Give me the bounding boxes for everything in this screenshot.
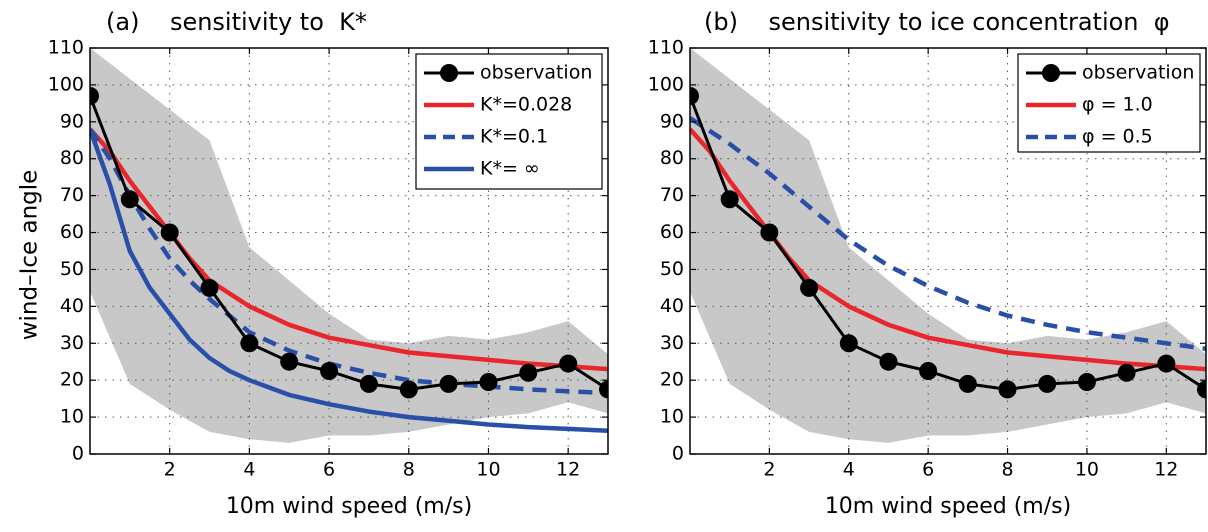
panel-b-observation-point [1117, 363, 1136, 382]
shared-y-axis-label: wind–Ice angle [17, 170, 43, 341]
panel-a-y-tick-label: 70 [60, 184, 84, 206]
panel-a-y-tick-label: 80 [60, 147, 84, 169]
panel-b-series-line-2 [690, 116, 1206, 352]
panel-a-observation-point [160, 223, 179, 242]
panel-a-x-tick-label: 4 [243, 459, 255, 481]
panel-a-observation-point [280, 352, 299, 371]
panel-b-observation-point [760, 223, 779, 242]
panel-b-y-tick-label: 110 [648, 37, 684, 59]
panel-b-x-tick-label: 4 [843, 459, 855, 481]
panel-b-y-tick-label: 70 [660, 184, 684, 206]
panel-a-series-line-2 [90, 127, 608, 396]
panel-b: 2 4 6 8 10 12 0 10 20 30 40 50 60 70 80 90 100 110 (b) sen… [648, 8, 1207, 519]
panel-b-x-tick-label: 12 [1154, 459, 1178, 481]
panel-a-observation-point [240, 334, 259, 353]
panel-b-observation-point [720, 190, 739, 209]
panel-a-y-tick-label: 40 [60, 295, 84, 317]
panel-a-observation-point [320, 362, 339, 380]
panel-b-x-tick-label: 8 [1001, 459, 1013, 481]
panel-b-x-tick-label: 10 [1075, 459, 1099, 481]
panel-b-y-tick-label: 60 [660, 221, 684, 243]
panel-a: 2 4 6 8 10 12 0 10 20 30 40 50 60 70 80 90 100 110 (a) sen… [48, 8, 609, 519]
panel-a-y-tick-label: 20 [60, 369, 84, 391]
panel-b-observation-point [1197, 380, 1206, 399]
panel-b-observation-point [958, 374, 977, 393]
panel-a-legend-label-3: K*= ∞ [480, 158, 540, 180]
panel-a-y-tick-label: 30 [60, 332, 84, 354]
panel-b-observation-point [879, 352, 898, 371]
panel-b-observation-point [690, 87, 699, 105]
panel-b-y-tick-label: 20 [660, 369, 684, 391]
panel-b-observation-point [1157, 354, 1176, 373]
panel-a-observation-point [439, 374, 458, 393]
panel-b-title: (b) sensitivity to ice concentration φ [704, 8, 1170, 36]
panel-a-legend-label-1: K*=0.028 [480, 94, 572, 116]
panel-b-observation-point [919, 362, 938, 380]
panel-b-y-tick-label: 40 [660, 295, 684, 317]
panel-a-y-tick-label: 60 [60, 221, 84, 243]
panel-a-y-tick-label: 90 [60, 110, 84, 132]
panel-a-observation-point [519, 363, 538, 382]
panel-b-observation-point [1077, 373, 1096, 391]
panel-b-legend-label-2: φ = 0.5 [1082, 126, 1153, 148]
panel-a-x-tick-label: 10 [476, 459, 500, 481]
panel-a-x-tick-label: 12 [556, 459, 580, 481]
panel-b-legend-label-1: φ = 1.0 [1082, 94, 1153, 116]
panel-a-legend-label-0: observation [480, 62, 592, 84]
panel-b-observation-point [800, 278, 819, 297]
panel-a-observation-point [559, 354, 578, 373]
panel-a-observation-point [599, 380, 608, 399]
panel-a-observation-point [359, 374, 378, 393]
panel-a-observation-point [399, 380, 418, 399]
panel-a-legend-marker [440, 64, 458, 82]
panel-a-y-tick-label: 50 [60, 258, 84, 280]
panel-a-axes-box [89, 47, 609, 455]
panel-b-observation-point [1038, 374, 1057, 393]
panel-b-y-tick-label: 10 [660, 406, 684, 428]
panel-a-y-tick-label: 110 [48, 37, 84, 59]
panel-a-series-line-3 [90, 128, 608, 433]
panel-a-spread-band [90, 48, 608, 443]
panel-b-spread-band [690, 48, 1206, 443]
panel-b-axes-box [689, 47, 1207, 455]
panel-b-observation-point [998, 380, 1017, 399]
panel-b-x-tick-label: 2 [763, 459, 775, 481]
panel-a-x-tick-label: 2 [164, 459, 176, 481]
panel-b-legend: observation φ = 1.0 φ = 0.5 [1017, 53, 1201, 153]
panel-b-series-group [690, 87, 1206, 399]
panel-a-observation-point [90, 87, 99, 105]
panel-a-y-tick-label: 100 [48, 73, 84, 95]
panel-a-x-tick-label: 8 [403, 459, 415, 481]
panel-b-legend-label-0: observation [1082, 62, 1194, 84]
panel-a-y-tick-label: 0 [72, 443, 84, 465]
panel-b-legend-marker [1042, 64, 1060, 82]
panel-b-y-tick-label: 100 [648, 73, 684, 95]
panel-b-y-tick-label: 50 [660, 258, 684, 280]
panel-a-legend: observation K*=0.028 K*=0.1 K*= ∞ [415, 53, 603, 190]
panel-a-y-tick-label: 10 [60, 406, 84, 428]
panel-b-x-tick-label: 6 [922, 459, 934, 481]
panel-b-y-tick-label: 0 [672, 443, 684, 465]
panel-a-legend-label-2: K*=0.1 [480, 126, 548, 148]
panel-a-x-tick-label: 6 [323, 459, 335, 481]
panel-a-observation-point [479, 373, 498, 391]
panel-a-title: (a) sensitivity to K* [106, 8, 367, 36]
panel-a-series-group [90, 87, 608, 433]
panel-b-y-tick-label: 90 [660, 110, 684, 132]
panel-a-x-axis-label: 10m wind speed (m/s) [226, 494, 472, 519]
panel-a-observation-point [120, 190, 139, 209]
panel-a-series-line-1 [90, 127, 608, 372]
panel-b-x-axis-label: 10m wind speed (m/s) [825, 494, 1071, 519]
panel-b-y-tick-label: 30 [660, 332, 684, 354]
panel-b-series-line-1 [690, 127, 1206, 372]
panel-b-y-tick-label: 80 [660, 147, 684, 169]
panel-b-observation-point [839, 334, 858, 353]
panel-a-observation-point [200, 278, 219, 297]
